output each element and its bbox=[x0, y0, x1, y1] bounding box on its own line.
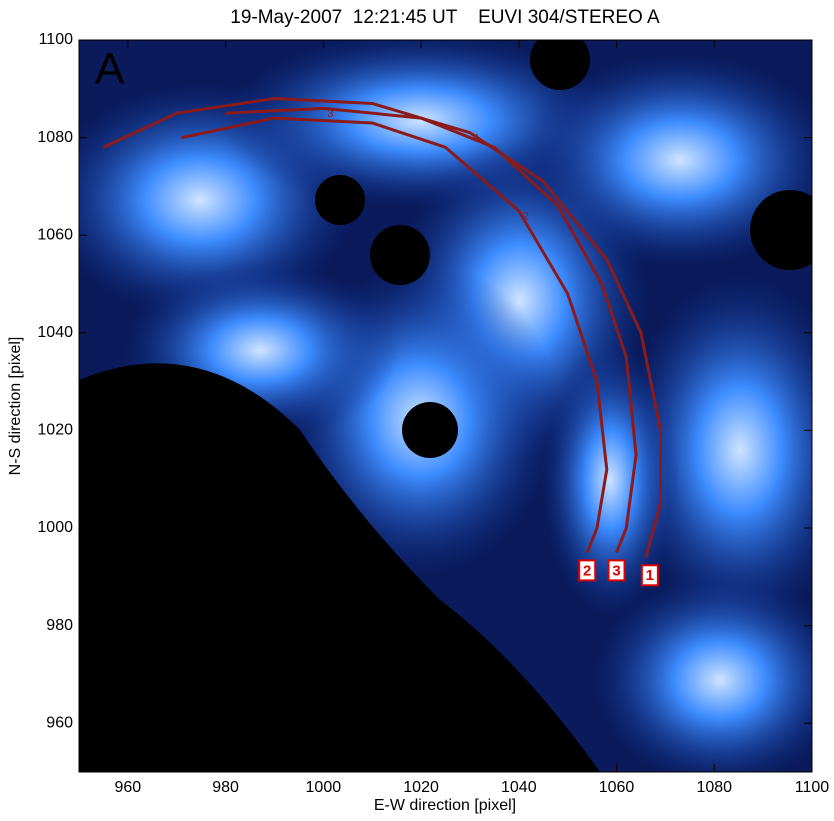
y-tick-label: 1040 bbox=[37, 324, 73, 341]
loop-box-label: 3 bbox=[612, 562, 620, 579]
y-tick-label: 1020 bbox=[37, 422, 73, 439]
x-tick-label: 1000 bbox=[306, 779, 342, 796]
x-tick-label: 1080 bbox=[696, 779, 732, 796]
loop-label: 3 bbox=[327, 108, 333, 120]
y-tick-label: 960 bbox=[46, 714, 73, 731]
y-tick-label: 980 bbox=[46, 617, 73, 634]
y-tick-label: 1100 bbox=[39, 31, 74, 48]
y-tick-label: 1080 bbox=[37, 129, 73, 146]
panel-label: A bbox=[95, 45, 125, 94]
chart-title: 19-May-2007 12:21:45 UT EUVI 304/STEREO … bbox=[230, 7, 660, 28]
x-tick-label: 1060 bbox=[599, 779, 635, 796]
loop-box-label: 2 bbox=[583, 562, 591, 579]
loop-box-label: 1 bbox=[646, 567, 654, 584]
y-tick-label: 1000 bbox=[37, 519, 73, 536]
y-axis-label: N-S direction [pixel] bbox=[7, 337, 24, 476]
x-tick-label: 1100 bbox=[795, 779, 830, 796]
x-tick-label: 980 bbox=[212, 779, 239, 796]
x-axis-label: E-W direction [pixel] bbox=[374, 797, 516, 814]
figure: 19-May-2007 12:21:45 UT EUVI 304/STEREO … bbox=[0, 0, 834, 821]
x-tick-label: 960 bbox=[115, 779, 142, 796]
y-tick-label: 1060 bbox=[37, 226, 73, 243]
x-tick-label: 1040 bbox=[501, 779, 537, 796]
loop-label: 2 bbox=[523, 211, 529, 223]
x-tick-label: 1020 bbox=[403, 779, 439, 796]
